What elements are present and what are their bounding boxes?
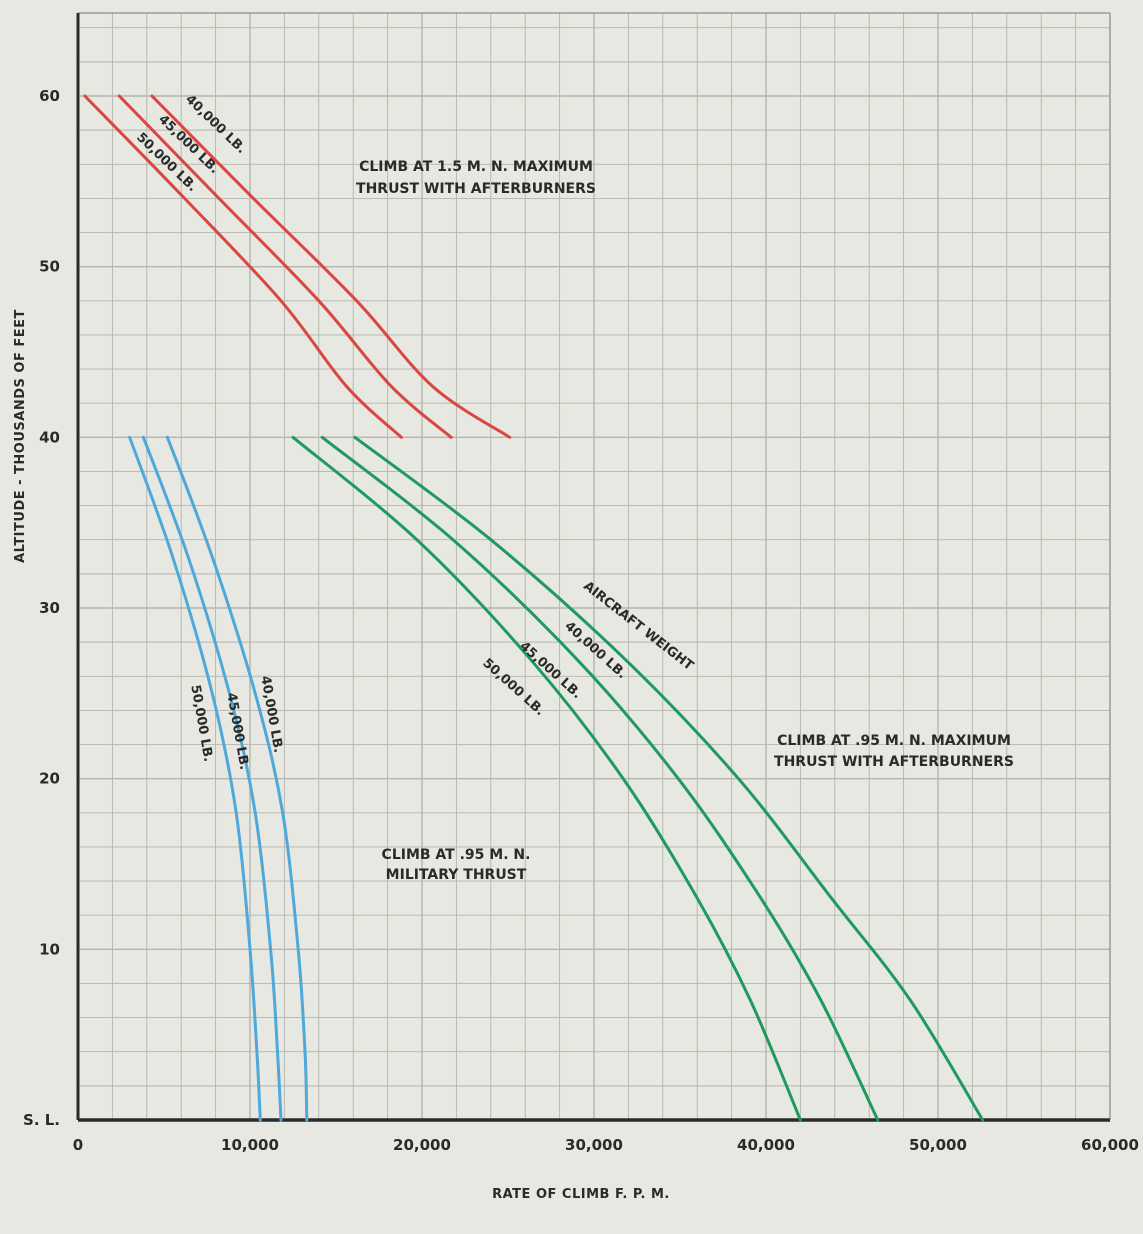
annotation-red-line-2: THRUST WITH AFTERBURNERS: [356, 181, 596, 197]
y-tick-label: 50: [39, 258, 60, 276]
annotation-green-line-2: THRUST WITH AFTERBURNERS: [774, 754, 1014, 770]
afterburner-95-series-45000-line: [320, 435, 880, 1122]
y-tick-label: 40: [39, 428, 60, 446]
x-tick-label: 20,000: [393, 1136, 451, 1154]
annotation-blue-line-2: MILITARY THRUST: [386, 867, 527, 883]
y-axis-title: ALTITUDE - THOUSANDS OF FEET: [13, 309, 28, 563]
axes: 0 10,000 20,000 30,000 40,000 50,000 60,000 S. …: [23, 12, 1139, 1154]
y-tick-label: 20: [39, 770, 60, 788]
x-tick-label: 50,000: [909, 1136, 967, 1154]
afterburner-1-5-series-50000-line: [83, 94, 403, 439]
afterburner-1-5-series-40000-line: [150, 94, 512, 439]
x-tick-label: 40,000: [737, 1136, 795, 1154]
series-lines: [83, 94, 985, 1122]
x-axis-title: RATE OF CLIMB F. P. M.: [492, 1187, 670, 1202]
x-tick-label: 10,000: [221, 1136, 279, 1154]
y-tick-label: 10: [39, 940, 60, 958]
annotation-green-line-1: CLIMB AT .95 M. N. MAXIMUM: [777, 733, 1011, 749]
x-tick-label: 60,000: [1081, 1136, 1139, 1154]
afterburner-95-series-50000-line: [291, 435, 802, 1122]
x-tick-label: 30,000: [565, 1136, 623, 1154]
y-tick-label: 30: [39, 599, 60, 617]
annotation-blue-line-1: CLIMB AT .95 M. N.: [382, 847, 531, 863]
afterburner-1-5-series-45000-line: [117, 94, 453, 439]
military-series-50000-line: [128, 435, 262, 1122]
y-tick-label: 60: [39, 87, 60, 105]
afterburner-95-series-40000-line: [353, 435, 985, 1122]
annotation-red-line-1: CLIMB AT 1.5 M. N. MAXIMUM: [359, 159, 593, 175]
x-tick-label: 0: [73, 1136, 83, 1154]
military-series-40000-line: [165, 435, 309, 1122]
y-tick-label: S. L.: [23, 1111, 60, 1129]
grid: [78, 13, 1110, 1120]
military-series-45000-line: [141, 435, 283, 1122]
